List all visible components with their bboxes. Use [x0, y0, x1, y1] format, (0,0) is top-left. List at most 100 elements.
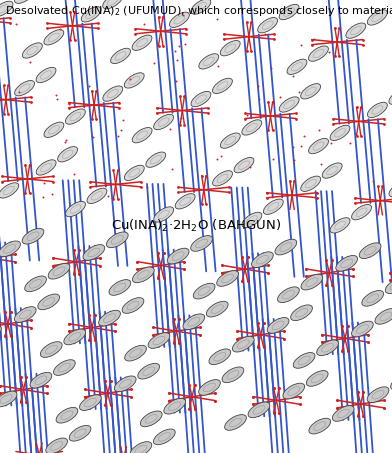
Ellipse shape	[290, 305, 312, 321]
Text: Desolvated Cu(INA)$_2$ (UFUMUD), which corresponds closely to material $\mathbf{: Desolvated Cu(INA)$_2$ (UFUMUD), which c…	[5, 5, 392, 18]
Ellipse shape	[212, 78, 232, 93]
Ellipse shape	[154, 207, 174, 222]
Ellipse shape	[153, 429, 175, 445]
Ellipse shape	[293, 352, 315, 368]
Ellipse shape	[130, 442, 152, 453]
Ellipse shape	[15, 307, 36, 323]
Ellipse shape	[301, 176, 321, 192]
Ellipse shape	[25, 276, 47, 292]
Ellipse shape	[242, 120, 262, 135]
Ellipse shape	[87, 188, 107, 203]
Ellipse shape	[367, 102, 387, 118]
Ellipse shape	[242, 212, 262, 227]
Ellipse shape	[275, 239, 297, 255]
Ellipse shape	[389, 182, 392, 197]
Ellipse shape	[309, 418, 331, 434]
Ellipse shape	[283, 383, 305, 399]
Ellipse shape	[322, 163, 342, 178]
Ellipse shape	[140, 411, 162, 427]
Ellipse shape	[99, 310, 120, 326]
Ellipse shape	[336, 255, 358, 271]
Ellipse shape	[0, 1, 13, 17]
Ellipse shape	[199, 54, 219, 69]
Ellipse shape	[114, 376, 136, 392]
Ellipse shape	[279, 5, 299, 19]
Ellipse shape	[83, 245, 105, 260]
Ellipse shape	[132, 128, 152, 143]
Ellipse shape	[125, 345, 147, 361]
Ellipse shape	[154, 114, 174, 130]
Ellipse shape	[81, 7, 101, 22]
Ellipse shape	[232, 336, 254, 352]
Ellipse shape	[191, 92, 211, 107]
Ellipse shape	[109, 280, 131, 295]
Ellipse shape	[0, 183, 19, 198]
Ellipse shape	[36, 160, 56, 175]
Ellipse shape	[267, 318, 289, 333]
Ellipse shape	[220, 133, 240, 148]
Ellipse shape	[167, 248, 189, 264]
Ellipse shape	[22, 43, 42, 58]
Ellipse shape	[367, 10, 387, 25]
Ellipse shape	[132, 267, 154, 283]
Ellipse shape	[124, 73, 144, 88]
Ellipse shape	[22, 228, 44, 244]
Ellipse shape	[58, 147, 78, 162]
Ellipse shape	[56, 407, 78, 423]
Ellipse shape	[183, 314, 205, 330]
Ellipse shape	[330, 125, 350, 140]
Ellipse shape	[330, 218, 350, 233]
Ellipse shape	[222, 367, 244, 383]
Ellipse shape	[132, 35, 152, 50]
Ellipse shape	[65, 109, 85, 124]
Ellipse shape	[375, 308, 392, 324]
Ellipse shape	[309, 139, 328, 154]
Ellipse shape	[278, 287, 299, 303]
Ellipse shape	[346, 23, 366, 39]
Ellipse shape	[220, 40, 240, 56]
Ellipse shape	[40, 342, 62, 357]
Ellipse shape	[148, 333, 170, 348]
Ellipse shape	[367, 387, 389, 403]
Ellipse shape	[301, 84, 321, 99]
Ellipse shape	[111, 48, 131, 63]
Ellipse shape	[124, 165, 144, 181]
Text: Cu(INA)$_2$·2H$_2$O (BAHGUN): Cu(INA)$_2$·2H$_2$O (BAHGUN)	[111, 217, 281, 234]
Ellipse shape	[287, 59, 307, 74]
Ellipse shape	[191, 0, 211, 14]
Ellipse shape	[38, 294, 60, 310]
Ellipse shape	[164, 398, 185, 414]
Ellipse shape	[0, 325, 1, 341]
Ellipse shape	[80, 395, 101, 410]
Ellipse shape	[263, 199, 283, 214]
Ellipse shape	[0, 241, 20, 257]
Ellipse shape	[301, 274, 323, 290]
Ellipse shape	[146, 152, 166, 167]
Ellipse shape	[248, 402, 270, 418]
Ellipse shape	[332, 405, 354, 421]
Ellipse shape	[206, 301, 228, 317]
Ellipse shape	[15, 0, 34, 3]
Ellipse shape	[122, 298, 144, 313]
Ellipse shape	[385, 278, 392, 294]
Ellipse shape	[362, 290, 384, 306]
Ellipse shape	[53, 360, 75, 376]
Ellipse shape	[390, 374, 392, 390]
Ellipse shape	[44, 122, 64, 137]
Ellipse shape	[352, 204, 372, 220]
Ellipse shape	[65, 202, 85, 217]
Ellipse shape	[30, 372, 52, 388]
Ellipse shape	[389, 89, 392, 104]
Ellipse shape	[36, 67, 56, 82]
Ellipse shape	[0, 391, 17, 407]
Ellipse shape	[44, 29, 64, 45]
Ellipse shape	[106, 232, 128, 248]
Ellipse shape	[209, 349, 231, 365]
Ellipse shape	[138, 363, 160, 379]
Ellipse shape	[212, 171, 232, 186]
Ellipse shape	[317, 340, 338, 356]
Ellipse shape	[359, 243, 381, 259]
Ellipse shape	[46, 438, 67, 453]
Ellipse shape	[15, 81, 34, 96]
Ellipse shape	[309, 46, 328, 61]
